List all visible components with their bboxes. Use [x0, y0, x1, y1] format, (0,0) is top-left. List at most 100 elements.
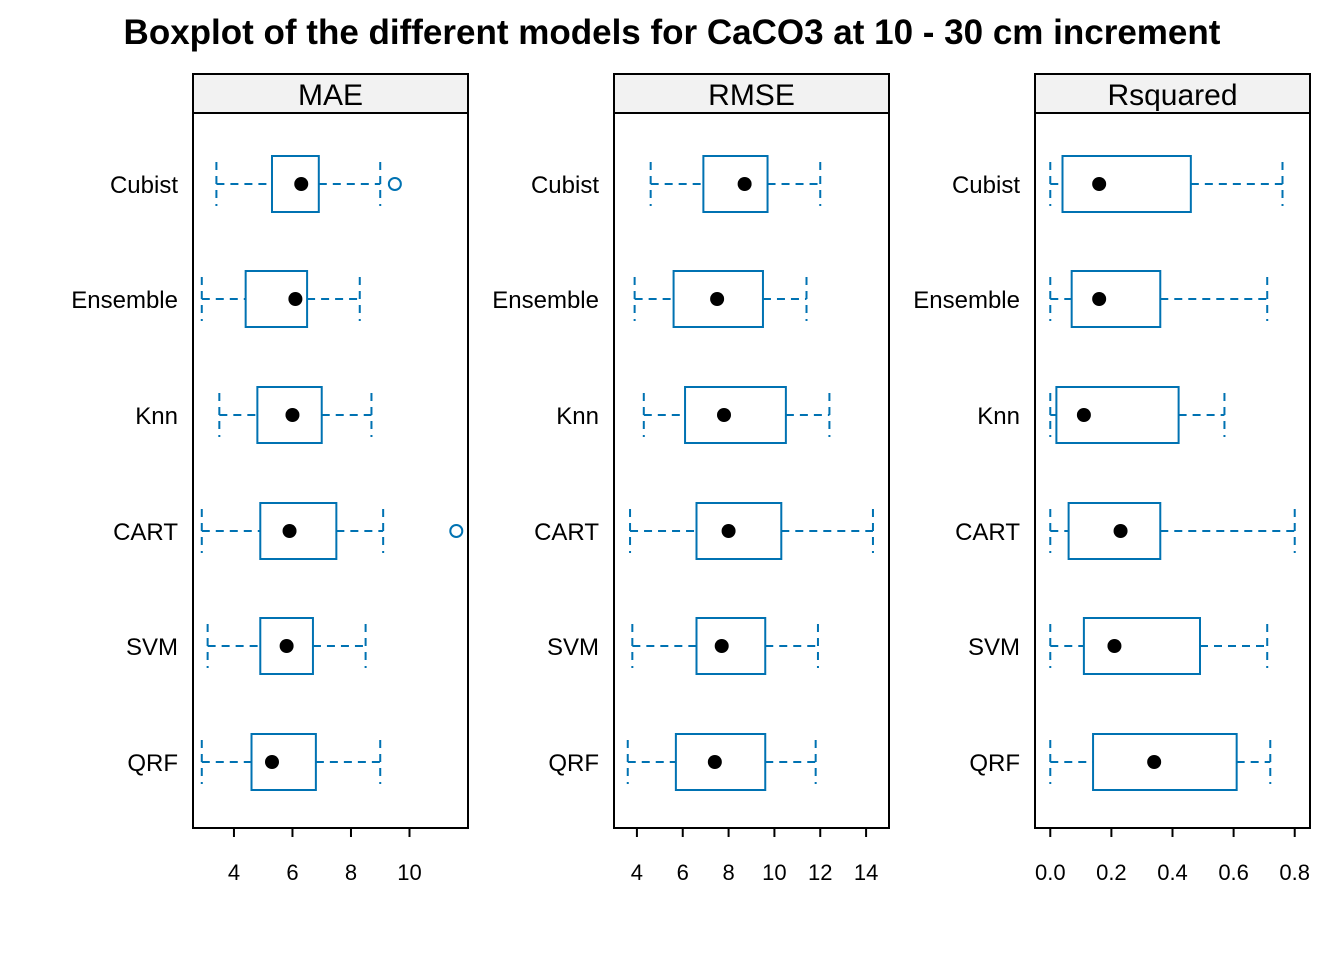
iqr-box — [259, 502, 338, 560]
iqr-box — [1067, 502, 1162, 560]
category-label: Ensemble — [913, 287, 1020, 314]
iqr-box — [1092, 733, 1238, 791]
category-label: CART — [113, 519, 178, 546]
iqr-box — [672, 270, 764, 328]
x-tick-label: 0.2 — [1096, 860, 1127, 885]
median-dot — [1076, 408, 1091, 422]
iqr-box — [256, 386, 323, 444]
median-dot — [1092, 292, 1107, 306]
box-mae-svm: SVM — [126, 617, 367, 675]
strip-label-rmse: RMSE — [708, 79, 795, 112]
x-tick-label: 0.0 — [1035, 860, 1066, 885]
box-mae-ensemble: Ensemble — [71, 270, 361, 328]
box-mae-knn: Knn — [135, 386, 373, 444]
x-tick-label: 8 — [345, 860, 357, 885]
strip-label-rsquared: Rsquared — [1107, 79, 1237, 112]
median-dot — [285, 408, 300, 422]
x-tick-label: 4 — [631, 860, 643, 885]
median-dot — [707, 755, 722, 769]
median-dot — [710, 292, 725, 306]
outlier-point — [449, 524, 464, 538]
category-label: QRF — [969, 750, 1020, 777]
iqr-box — [1055, 386, 1180, 444]
iqr-box — [270, 155, 320, 213]
iqr-box — [259, 617, 314, 675]
box-rsquared-svm: SVM — [968, 617, 1269, 675]
median-dot — [264, 755, 279, 769]
iqr-box — [702, 155, 769, 213]
median-dot — [714, 639, 729, 653]
x-tick-label: 10 — [397, 860, 421, 885]
median-dot — [1147, 755, 1162, 769]
median-dot — [1107, 639, 1122, 653]
median-dot — [279, 639, 294, 653]
chart-title: Boxplot of the different models for CaCO… — [124, 13, 1221, 52]
iqr-box — [1082, 617, 1202, 675]
median-dot — [1113, 524, 1128, 538]
category-label: QRF — [548, 750, 599, 777]
x-tick-label: 0.6 — [1218, 860, 1249, 885]
box-rmse-knn: Knn — [556, 386, 831, 444]
category-label: Cubist — [531, 172, 599, 199]
iqr-box — [684, 386, 787, 444]
median-dot — [282, 524, 297, 538]
strip-header-mae — [192, 73, 469, 114]
box-rsquared-qrf: QRF — [969, 733, 1272, 791]
box-mae-qrf: QRF — [127, 733, 382, 791]
x-tick-label: 6 — [286, 860, 298, 885]
iqr-box — [674, 733, 767, 791]
median-dot — [717, 408, 731, 422]
box-rsquared-cubist: Cubist — [952, 155, 1284, 213]
iqr-box — [244, 270, 309, 328]
box-rmse-qrf: QRF — [548, 733, 817, 791]
x-tick-label: 8 — [722, 860, 734, 885]
box-rmse-cart: CART — [534, 502, 874, 560]
box-rmse-svm: SVM — [547, 617, 819, 675]
x-tick-label: 14 — [854, 860, 878, 885]
x-tick-label: 10 — [762, 860, 786, 885]
category-label: QRF — [127, 750, 178, 777]
box-rsquared-knn: Knn — [977, 386, 1226, 444]
box-rmse-cubist: Cubist — [531, 155, 822, 213]
iqr-box — [250, 733, 317, 791]
iqr-box — [1070, 270, 1162, 328]
category-label: CART — [534, 519, 599, 546]
category-label: Knn — [977, 403, 1020, 430]
x-tick-label: 4 — [228, 860, 240, 885]
box-rmse-ensemble: Ensemble — [492, 270, 808, 328]
x-tick-label: 12 — [808, 860, 832, 885]
median-dot — [1092, 177, 1107, 191]
x-tick-label: 6 — [677, 860, 689, 885]
category-label: Knn — [556, 403, 599, 430]
median-dot — [288, 292, 303, 306]
panels: MAE 4 6 8 10 Cubist Ensemble Knn CART SVM QRF RMSE 4… — [71, 73, 1311, 885]
panel-rsquared: Rsquared 0.0 0.2 0.4 0.6 0.8 Cubist Ensemble Knn… — [913, 73, 1311, 885]
outlier-point — [387, 177, 402, 191]
category-label: CART — [955, 519, 1020, 546]
median-dot — [737, 177, 752, 191]
median-dot — [294, 177, 309, 191]
iqr-box — [1061, 155, 1192, 213]
iqr-box — [695, 617, 767, 675]
category-label: Cubist — [110, 172, 178, 199]
x-tick-label: 0.8 — [1279, 860, 1310, 885]
panel-mae: MAE 4 6 8 10 Cubist Ensemble Knn CART SVM QRF — [71, 73, 469, 885]
box-mae-cubist: Cubist — [110, 155, 402, 213]
box-mae-cart: CART — [113, 502, 464, 560]
median-dot — [721, 524, 736, 538]
strip-label-mae: MAE — [298, 79, 363, 112]
x-tick-label: 0.4 — [1157, 860, 1188, 885]
iqr-box — [695, 502, 783, 560]
category-label: Knn — [135, 403, 178, 430]
strip-header-rsquared — [1034, 73, 1311, 114]
plot-frame-mae — [192, 112, 469, 829]
category-label: Ensemble — [492, 287, 599, 314]
category-label: SVM — [968, 634, 1020, 661]
panel-rmse: RMSE 4 6 8 10 12 14 Cubist Ensemble Knn CART SVM QRF — [492, 73, 890, 885]
category-label: Ensemble — [71, 287, 178, 314]
plot-frame-rsquared — [1034, 112, 1311, 829]
box-rsquared-cart: CART — [955, 502, 1296, 560]
category-label: SVM — [547, 634, 599, 661]
category-label: SVM — [126, 634, 178, 661]
